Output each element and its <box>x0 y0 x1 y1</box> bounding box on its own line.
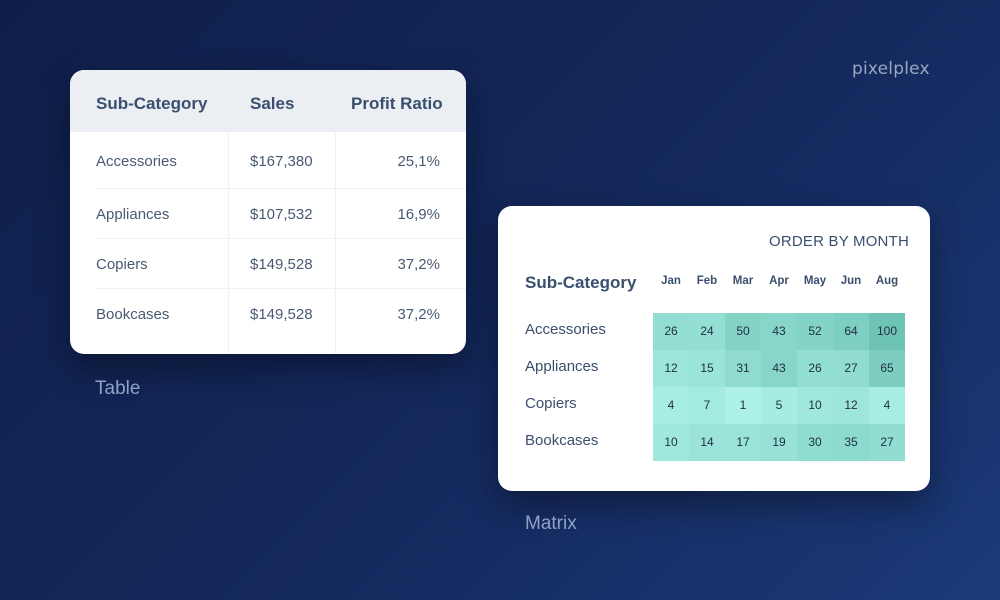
matrix-caption: Matrix <box>525 513 577 534</box>
matrix-cell: 4 <box>653 387 689 424</box>
matrix-month-label: Apr <box>769 275 789 287</box>
matrix-cell: 35 <box>833 424 869 461</box>
table-column-divider <box>228 132 229 354</box>
matrix-cell: 26 <box>653 313 689 350</box>
matrix-cell: 43 <box>761 313 797 350</box>
table-header-subcategory: Sub-Category <box>96 94 208 113</box>
matrix-month-label: Jan <box>661 275 681 287</box>
matrix-row-label: Copiers <box>525 395 577 412</box>
matrix-month-label: May <box>803 275 827 287</box>
matrix-cell: 17 <box>725 424 761 461</box>
matrix-cell: 27 <box>833 350 869 387</box>
table-cell-subcategory: Copiers <box>96 256 148 273</box>
brand-logo: pixelplex <box>852 59 930 79</box>
matrix-cell: 31 <box>725 350 761 387</box>
table-cell-sales: $107,532 <box>250 206 313 223</box>
matrix-month-label: Feb <box>696 275 718 287</box>
matrix-cell: 100 <box>869 313 905 350</box>
matrix-cell: 50 <box>725 313 761 350</box>
matrix-cell: 12 <box>653 350 689 387</box>
matrix-cell: 10 <box>797 387 833 424</box>
matrix-title: ORDER BY MONTH <box>768 233 909 250</box>
matrix-row-header: Sub-Category <box>525 273 637 292</box>
matrix-cell: 14 <box>689 424 725 461</box>
matrix-cell: 5 <box>761 387 797 424</box>
table-cell-subcategory: Bookcases <box>96 306 170 323</box>
table-header-row: Sub-Category Sales Profit Ratio <box>70 70 466 132</box>
matrix-month-label: Aug <box>875 275 899 287</box>
table-caption: Table <box>95 378 141 399</box>
table-row-divider <box>96 188 466 189</box>
table-cell-sales: $167,380 <box>250 153 313 170</box>
table-row-divider <box>96 238 466 239</box>
table-cell-profit-ratio: 25,1% <box>397 153 440 170</box>
matrix-cell: 30 <box>797 424 833 461</box>
table-header-sales: Sales <box>250 94 295 113</box>
matrix-cell: 64 <box>833 313 869 350</box>
table-header-profit-ratio: Profit Ratio <box>351 94 443 113</box>
matrix-cell: 43 <box>761 350 797 387</box>
table-row-divider <box>96 288 466 289</box>
matrix-cell: 27 <box>869 424 905 461</box>
matrix-cell: 7 <box>689 387 725 424</box>
table-cell-sales: $149,528 <box>250 306 313 323</box>
table-cell-profit-ratio: 37,2% <box>397 256 440 273</box>
matrix-cell: 19 <box>761 424 797 461</box>
matrix-cell: 52 <box>797 313 833 350</box>
table-column-divider <box>335 132 336 354</box>
matrix-card: ORDER BY MONTH Sub-Category Jan Feb Mar Apr… <box>498 206 930 491</box>
matrix-cell: 1 <box>725 387 761 424</box>
matrix-cell: 65 <box>869 350 905 387</box>
matrix-row-label: Accessories <box>525 321 606 338</box>
matrix-cell: 26 <box>797 350 833 387</box>
matrix-cell: 12 <box>833 387 869 424</box>
matrix-row-label: Appliances <box>525 358 599 375</box>
table-cell-profit-ratio: 16,9% <box>397 206 440 223</box>
matrix-cell: 24 <box>689 313 725 350</box>
matrix-month-label: Mar <box>732 275 754 287</box>
table-cell-subcategory: Accessories <box>96 153 177 170</box>
table-card: Sub-Category Sales Profit Ratio Accessor… <box>70 70 466 354</box>
table-cell-sales: $149,528 <box>250 256 313 273</box>
matrix-month-label: Jun <box>840 275 862 287</box>
matrix-cell: 10 <box>653 424 689 461</box>
matrix-cell: 4 <box>869 387 905 424</box>
matrix-row-label: Bookcases <box>525 432 599 449</box>
matrix-cell: 15 <box>689 350 725 387</box>
table-cell-subcategory: Appliances <box>96 206 170 223</box>
table-cell-profit-ratio: 37,2% <box>397 306 440 323</box>
